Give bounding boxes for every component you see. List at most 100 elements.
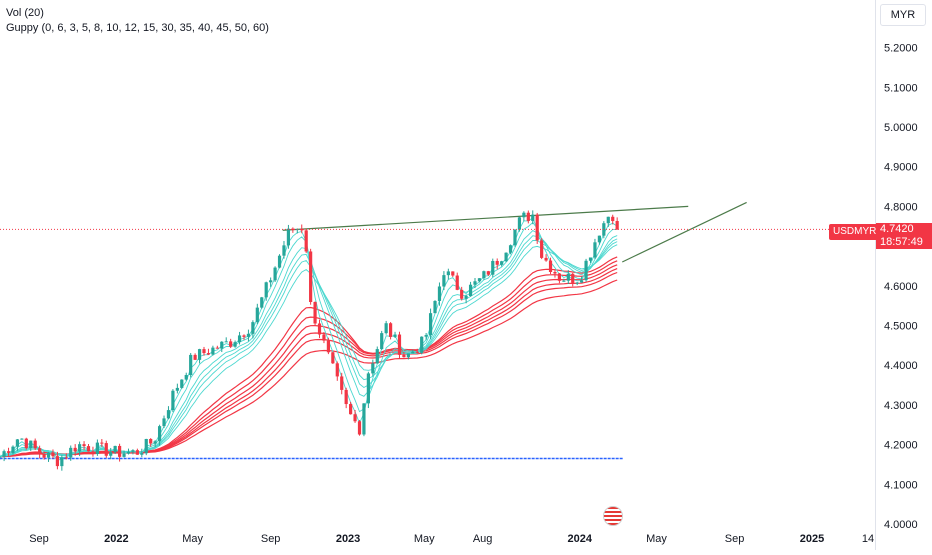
fast-ema-15 [0,244,618,458]
candle-body-86 [380,333,384,350]
candle-body-110 [486,271,490,275]
candle-body-4 [15,439,20,447]
candle-body-89 [393,334,397,337]
candle-body-8 [33,440,37,449]
candle-body-62 [273,267,277,281]
candle-body-75 [331,352,335,364]
candle-body-59 [260,297,264,308]
candle-body-48 [211,347,215,355]
candle-body-12 [51,452,55,457]
candle-body-46 [202,349,206,354]
candle-body-37 [162,418,166,427]
candle-body-121 [535,214,539,241]
candle-body-95 [420,336,424,353]
candle-body-23 [100,442,104,444]
price-axis-labels: 5.2000 5.1000 5.0000 4.9000 4.8000 4.6000 4.50… [884,43,918,531]
candle-body-63 [277,255,282,268]
candle-body-3 [11,446,15,453]
candle-body-128 [566,273,570,281]
candle-body-109 [482,271,486,279]
candle-body-13 [55,456,60,467]
price-tick-label-2: 5.0000 [884,122,918,134]
candle-body-54 [237,335,242,343]
legend-guppy[interactable]: Guppy (0, 6, 3, 5, 8, 10, 12, 15, 30, 35… [6,22,269,34]
candle-body-14 [60,457,64,467]
price-tick-label-6: 4.5000 [884,321,918,333]
candle-body-117 [517,217,522,230]
candle-body-127 [562,280,566,282]
price-tick-label-9: 4.2000 [884,440,918,452]
candle-body-98 [433,300,437,314]
candle-body-25 [109,452,113,456]
candle-body-33 [144,438,148,454]
candle-body-52 [229,341,233,347]
candle-body-81 [357,421,362,435]
time-tick-label-3: Sep [260,533,281,545]
currency-button[interactable]: MYR [880,4,926,26]
fast-ema-5 [0,221,618,458]
candle-body-43 [189,354,193,376]
candle-body-115 [508,245,513,253]
price-tick-label-1: 5.1000 [884,82,918,94]
candle-body-82 [362,403,366,435]
candle-body-17 [73,447,77,452]
candle-body-72 [317,323,322,335]
candle-body-104 [460,289,464,299]
candle-body-56 [246,333,251,337]
candle-body-84 [371,363,375,374]
candle-body-107 [473,281,477,285]
candle-body-16 [69,447,73,458]
candle-body-20 [86,446,91,452]
candle-body-137 [606,216,610,224]
candle-body-10 [42,454,46,458]
candle-body-126 [557,273,562,281]
candle-body-90 [397,334,402,355]
candle-body-83 [366,373,370,404]
countdown-timer: 18:57:49 [880,236,923,248]
candle-body-131 [580,280,584,283]
candle-body-118 [522,212,526,218]
symbol-tag: USDMYR [829,224,881,240]
time-tick-label-2: May [182,533,203,545]
candle-body-123 [544,257,548,261]
candle-body-0 [0,456,2,458]
candle-body-100 [442,275,446,287]
candle-body-32 [140,453,144,455]
price-chart[interactable] [0,0,875,528]
time-tick-label-5: May [413,533,435,545]
price-tick-label-5: 4.6000 [884,281,918,293]
candle-body-15 [64,457,68,459]
candle-body-34 [149,438,153,444]
candle-body-60 [264,282,268,298]
trendline-resistance [282,205,689,231]
price-tick-label-4: 4.8000 [884,201,918,213]
candle-body-21 [91,451,95,455]
time-axis[interactable]: Sep 2022 May Sep 2023 May Aug 2024 May Sep 2025 14 [0,528,875,550]
candle-body-64 [282,245,286,256]
candle-body-50 [220,341,224,349]
candle-body-87 [384,323,388,334]
candle-body-51 [224,341,228,343]
candle-body-22 [95,442,99,455]
candle-body-27 [118,445,122,457]
candle-body-40 [175,387,179,391]
legend-volume[interactable]: Vol (20) [6,7,44,19]
candle-body-18 [78,444,82,452]
candle-body-69 [304,230,308,252]
candle-body-91 [402,354,406,358]
chart-area[interactable]: Vol (20) Guppy (0, 6, 3, 5, 8, 10, 12, 1… [0,0,875,550]
price-axis[interactable]: 5.2000 5.1000 5.0000 4.9000 4.8000 4.6000 4.50… [875,0,932,550]
candle-body-102 [451,271,455,276]
fast-ema-12 [0,240,618,458]
slow-ema-60 [0,279,618,458]
candle-body-47 [206,353,211,355]
time-tick-label-7: 2024 [567,533,592,545]
price-tick-label-3: 4.9000 [884,162,918,174]
candle-body-113 [500,261,504,265]
candle-body-122 [540,240,544,258]
candle-body-138 [611,216,615,222]
candle-body-132 [584,260,588,281]
candle-body-106 [468,284,473,296]
us-flag-icon[interactable] [603,506,623,526]
candle-body-31 [135,450,139,455]
